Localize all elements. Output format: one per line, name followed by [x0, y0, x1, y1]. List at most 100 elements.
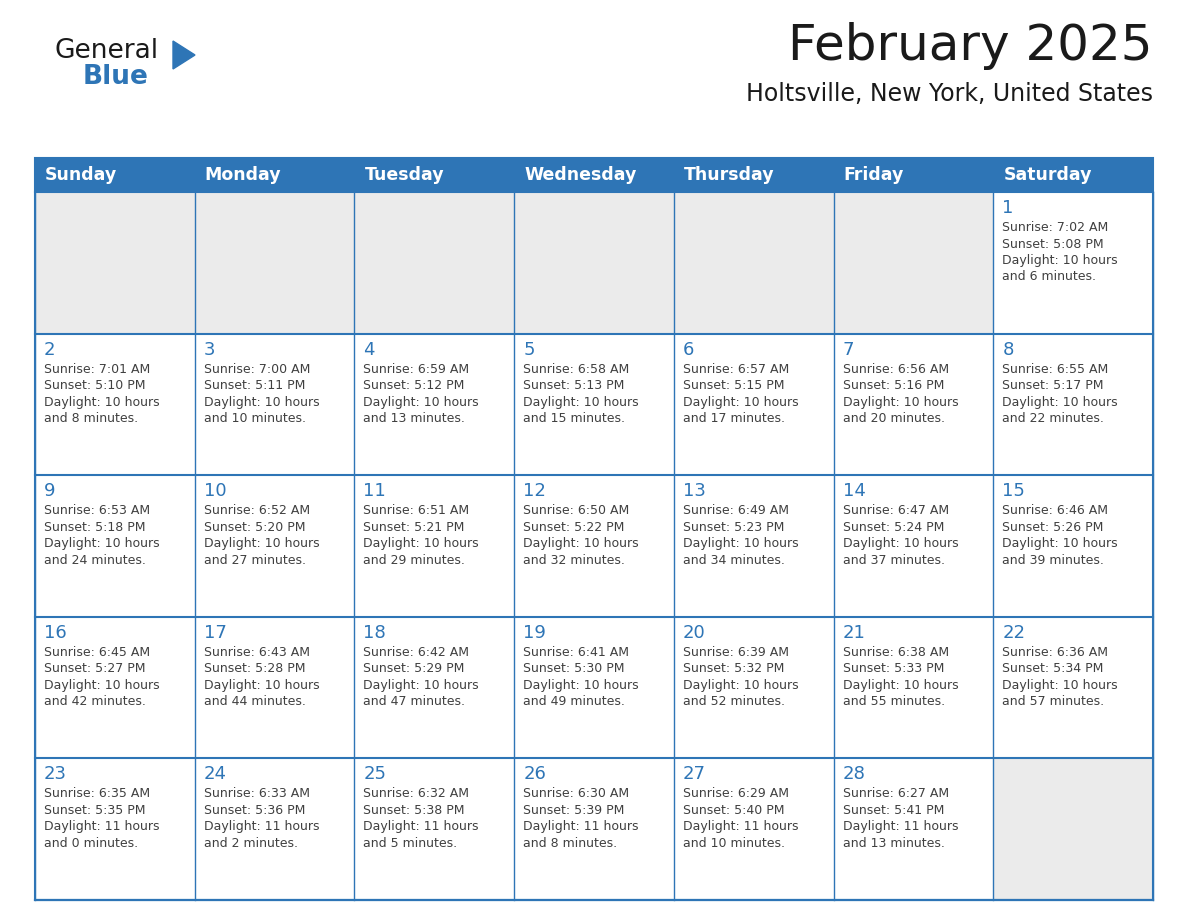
Text: Daylight: 10 hours: Daylight: 10 hours [683, 678, 798, 692]
Text: and 55 minutes.: and 55 minutes. [842, 695, 944, 709]
Text: Blue: Blue [83, 64, 148, 90]
Text: and 13 minutes.: and 13 minutes. [842, 837, 944, 850]
Text: and 10 minutes.: and 10 minutes. [203, 412, 305, 425]
Bar [514, 333, 674, 476]
Text: and 42 minutes.: and 42 minutes. [44, 695, 146, 709]
Text: and 49 minutes.: and 49 minutes. [523, 695, 625, 709]
Text: Sunrise: 6:49 AM: Sunrise: 6:49 AM [683, 504, 789, 517]
Text: Sunrise: 6:57 AM: Sunrise: 6:57 AM [683, 363, 789, 375]
Bar [674, 192, 834, 333]
Text: Sunset: 5:34 PM: Sunset: 5:34 PM [1003, 662, 1104, 676]
Text: Daylight: 10 hours: Daylight: 10 hours [1003, 254, 1118, 267]
Text: Daylight: 10 hours: Daylight: 10 hours [203, 396, 320, 409]
Text: Daylight: 10 hours: Daylight: 10 hours [44, 678, 159, 692]
Bar [674, 758, 834, 900]
Text: Sunset: 5:26 PM: Sunset: 5:26 PM [1003, 521, 1104, 533]
Text: 16: 16 [44, 624, 67, 642]
Text: Sunset: 5:17 PM: Sunset: 5:17 PM [1003, 379, 1104, 392]
Text: 1: 1 [1003, 199, 1013, 217]
Text: Daylight: 10 hours: Daylight: 10 hours [523, 396, 639, 409]
Text: Sunset: 5:32 PM: Sunset: 5:32 PM [683, 662, 784, 676]
Text: Thursday: Thursday [684, 166, 775, 184]
Bar [514, 192, 674, 333]
Text: and 52 minutes.: and 52 minutes. [683, 695, 785, 709]
Text: 4: 4 [364, 341, 375, 359]
Text: Sunset: 5:13 PM: Sunset: 5:13 PM [523, 379, 625, 392]
Text: Sunset: 5:41 PM: Sunset: 5:41 PM [842, 804, 944, 817]
Text: Sunrise: 6:51 AM: Sunrise: 6:51 AM [364, 504, 469, 517]
Bar [354, 333, 514, 476]
Bar [195, 617, 354, 758]
Bar [993, 617, 1154, 758]
Bar [514, 476, 674, 617]
Text: Daylight: 10 hours: Daylight: 10 hours [1003, 396, 1118, 409]
Text: and 37 minutes.: and 37 minutes. [842, 554, 944, 566]
Text: and 6 minutes.: and 6 minutes. [1003, 271, 1097, 284]
Text: Sunset: 5:21 PM: Sunset: 5:21 PM [364, 521, 465, 533]
Text: Daylight: 10 hours: Daylight: 10 hours [1003, 678, 1118, 692]
Text: and 17 minutes.: and 17 minutes. [683, 412, 785, 425]
Text: Sunrise: 6:36 AM: Sunrise: 6:36 AM [1003, 645, 1108, 659]
Text: Daylight: 10 hours: Daylight: 10 hours [842, 678, 959, 692]
Polygon shape [173, 41, 195, 69]
Bar [514, 758, 674, 900]
Text: Sunset: 5:33 PM: Sunset: 5:33 PM [842, 662, 944, 676]
Text: Sunset: 5:22 PM: Sunset: 5:22 PM [523, 521, 625, 533]
Bar [674, 617, 834, 758]
Text: Sunrise: 6:41 AM: Sunrise: 6:41 AM [523, 645, 630, 659]
Text: 17: 17 [203, 624, 227, 642]
Text: 7: 7 [842, 341, 854, 359]
Text: Daylight: 11 hours: Daylight: 11 hours [683, 821, 798, 834]
Bar [195, 192, 354, 333]
Text: Sunrise: 6:32 AM: Sunrise: 6:32 AM [364, 788, 469, 800]
Text: and 29 minutes.: and 29 minutes. [364, 554, 466, 566]
Text: Sunrise: 6:56 AM: Sunrise: 6:56 AM [842, 363, 949, 375]
Bar [34, 158, 1154, 900]
Text: 20: 20 [683, 624, 706, 642]
Bar [834, 758, 993, 900]
Bar [195, 758, 354, 900]
Bar [514, 617, 674, 758]
Text: Daylight: 10 hours: Daylight: 10 hours [683, 396, 798, 409]
Text: Sunset: 5:16 PM: Sunset: 5:16 PM [842, 379, 944, 392]
Bar [34, 617, 195, 758]
Text: Wednesday: Wednesday [524, 166, 637, 184]
Text: and 8 minutes.: and 8 minutes. [44, 412, 138, 425]
Text: Sunset: 5:29 PM: Sunset: 5:29 PM [364, 662, 465, 676]
Text: and 20 minutes.: and 20 minutes. [842, 412, 944, 425]
Text: 14: 14 [842, 482, 865, 500]
Text: and 10 minutes.: and 10 minutes. [683, 837, 785, 850]
Bar [993, 758, 1154, 900]
Text: Daylight: 10 hours: Daylight: 10 hours [1003, 537, 1118, 550]
Text: Sunrise: 6:45 AM: Sunrise: 6:45 AM [44, 645, 150, 659]
Text: Sunrise: 6:53 AM: Sunrise: 6:53 AM [44, 504, 150, 517]
Bar [834, 333, 993, 476]
Text: Sunset: 5:12 PM: Sunset: 5:12 PM [364, 379, 465, 392]
Bar [34, 192, 195, 333]
Text: Sunset: 5:36 PM: Sunset: 5:36 PM [203, 804, 305, 817]
Text: Sunrise: 6:47 AM: Sunrise: 6:47 AM [842, 504, 949, 517]
Text: 2: 2 [44, 341, 56, 359]
Text: Sunrise: 6:46 AM: Sunrise: 6:46 AM [1003, 504, 1108, 517]
Text: 21: 21 [842, 624, 865, 642]
Text: Sunset: 5:38 PM: Sunset: 5:38 PM [364, 804, 465, 817]
Text: Daylight: 10 hours: Daylight: 10 hours [44, 396, 159, 409]
Bar [993, 476, 1154, 617]
Text: Daylight: 10 hours: Daylight: 10 hours [842, 537, 959, 550]
Text: and 57 minutes.: and 57 minutes. [1003, 695, 1105, 709]
Text: Sunset: 5:23 PM: Sunset: 5:23 PM [683, 521, 784, 533]
Bar [354, 758, 514, 900]
Text: Daylight: 10 hours: Daylight: 10 hours [523, 678, 639, 692]
Text: 24: 24 [203, 766, 227, 783]
Text: and 27 minutes.: and 27 minutes. [203, 554, 305, 566]
Text: and 47 minutes.: and 47 minutes. [364, 695, 466, 709]
Text: Sunrise: 6:39 AM: Sunrise: 6:39 AM [683, 645, 789, 659]
Bar [834, 476, 993, 617]
Text: Daylight: 10 hours: Daylight: 10 hours [523, 537, 639, 550]
Text: Sunset: 5:30 PM: Sunset: 5:30 PM [523, 662, 625, 676]
Text: and 8 minutes.: and 8 minutes. [523, 837, 618, 850]
Text: and 13 minutes.: and 13 minutes. [364, 412, 466, 425]
Text: Sunday: Sunday [45, 166, 118, 184]
Text: and 24 minutes.: and 24 minutes. [44, 554, 146, 566]
Text: Holtsville, New York, United States: Holtsville, New York, United States [746, 82, 1154, 106]
